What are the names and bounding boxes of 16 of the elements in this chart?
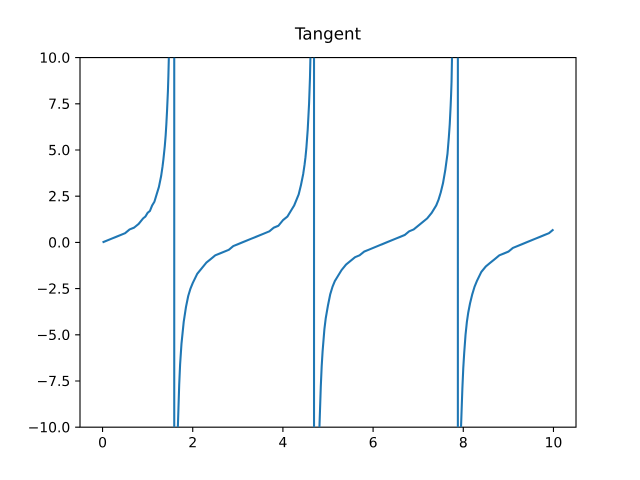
y-tick-label: −2.5	[38, 283, 70, 294]
x-tick-label: 10	[546, 436, 562, 448]
x-tick-label: 6	[370, 436, 377, 448]
y-tick-label: −10.0	[29, 422, 70, 432]
y-tick-label: −7.5	[38, 376, 70, 386]
x-tick-label: 8	[460, 436, 467, 448]
x-tick-label: 2	[189, 436, 196, 448]
y-tick-label: 10.0	[40, 52, 70, 63]
y-tick-label: 5.0	[49, 144, 70, 156]
y-tick-label: −5.0	[38, 330, 70, 340]
x-tick-label: 0	[99, 436, 106, 448]
y-tick-label: 7.5	[49, 98, 70, 109]
y-tick-label: 2.5	[49, 190, 70, 202]
x-tick-label: 4	[279, 436, 287, 448]
y-tick-label: 0.0	[49, 237, 70, 248]
chart-title: Tangent	[294, 27, 361, 43]
